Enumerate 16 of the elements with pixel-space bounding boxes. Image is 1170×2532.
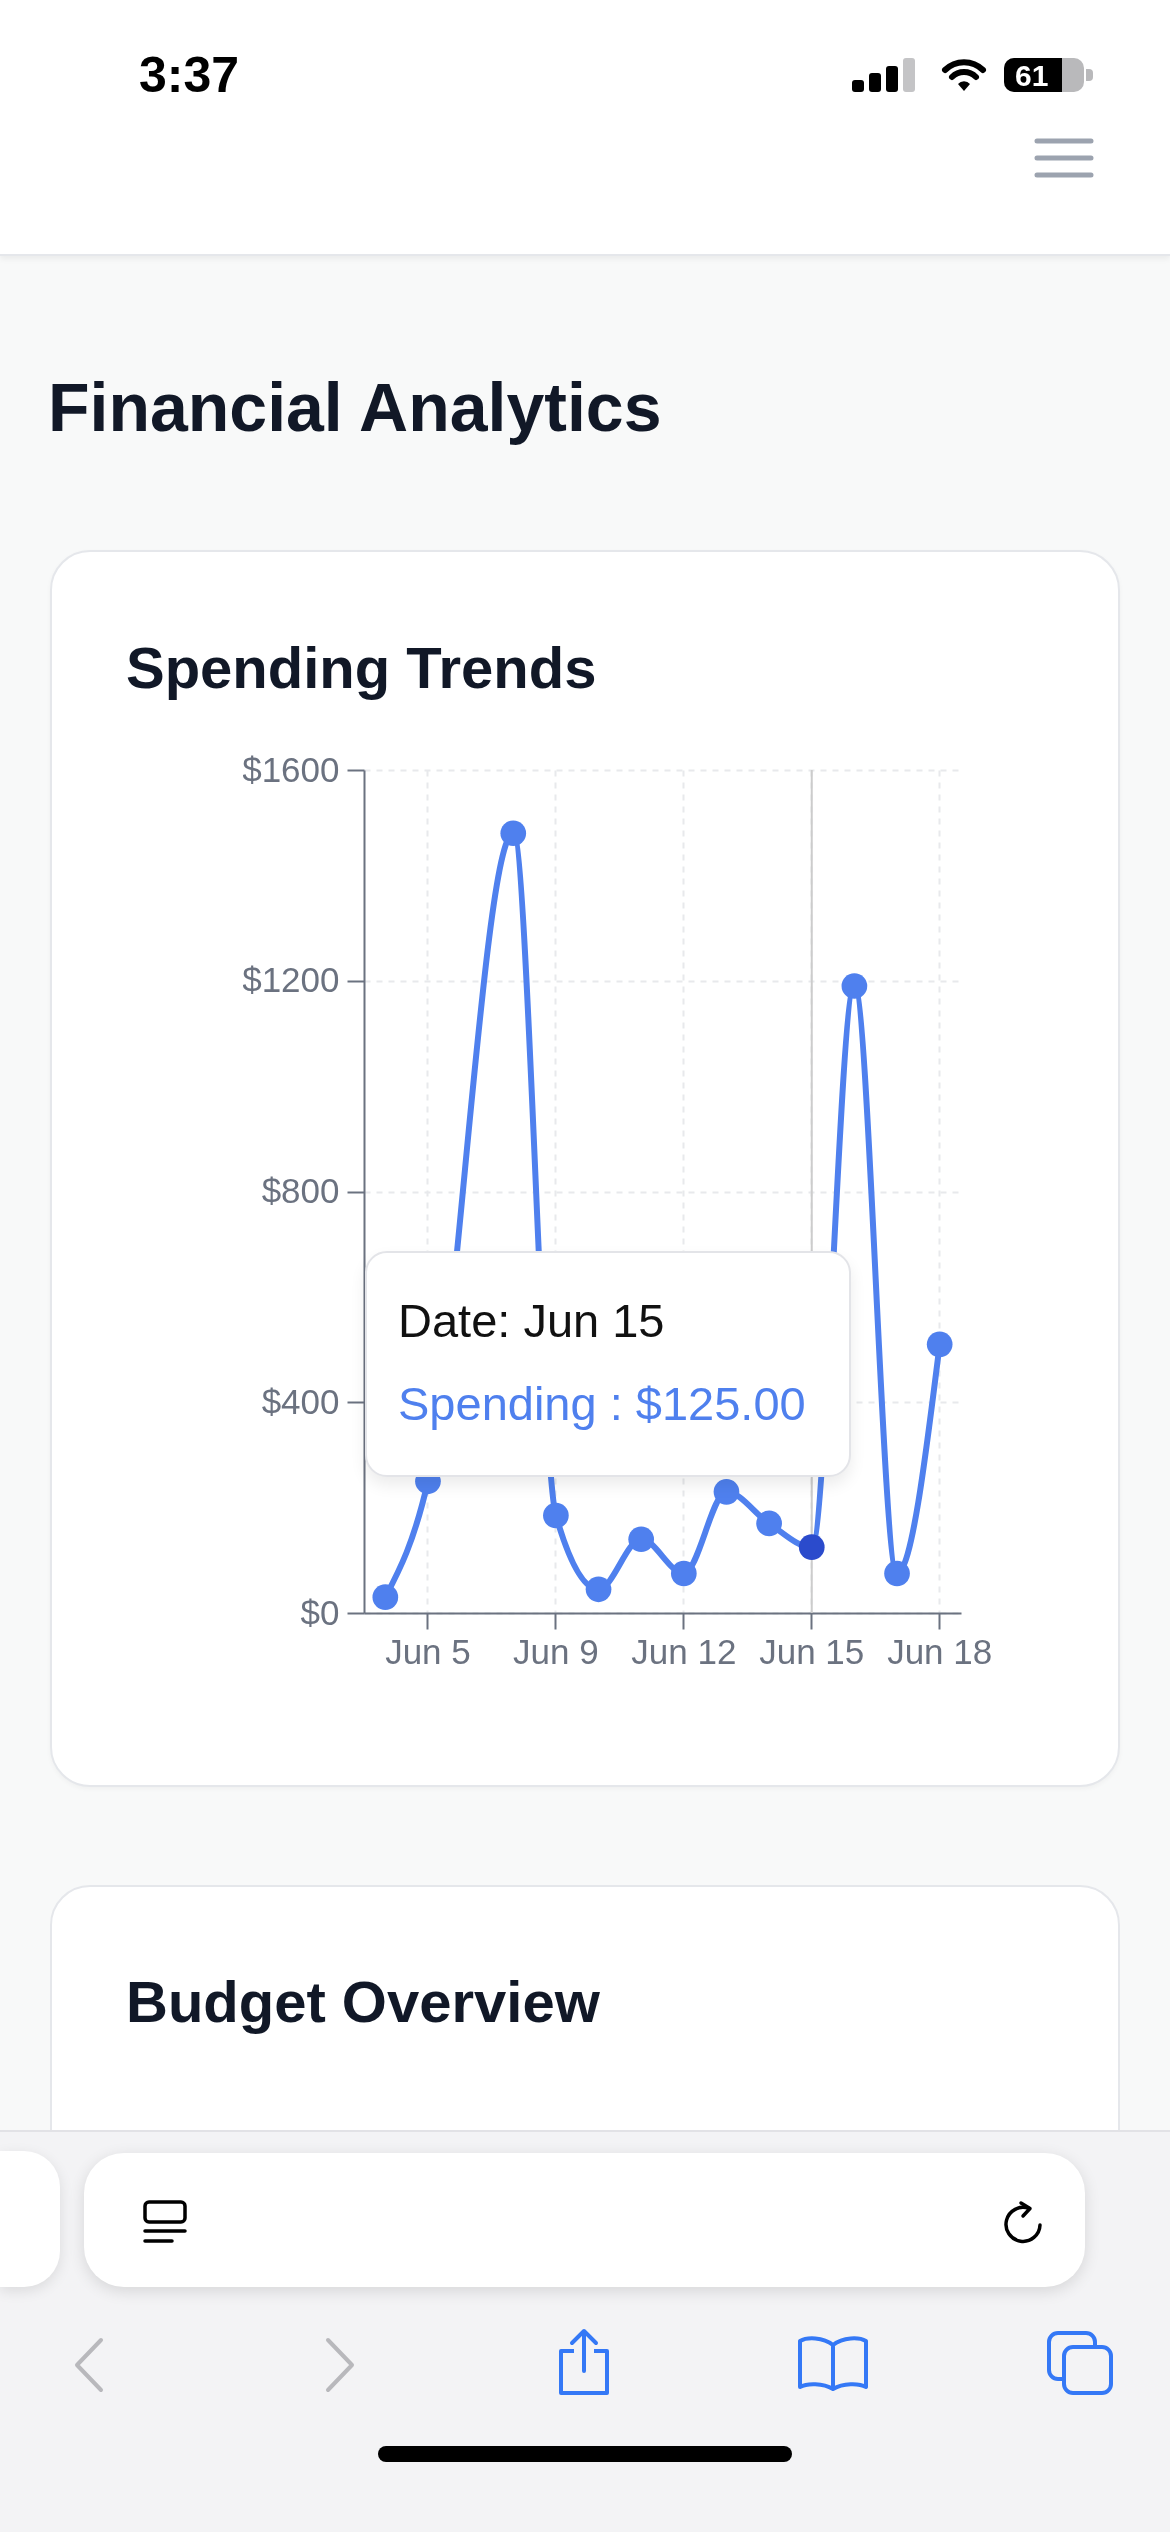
y-tick-label: $1200 (242, 960, 340, 1000)
text: 3:37 (139, 47, 240, 103)
text: Financial Analytics (48, 369, 662, 445)
y-tick-label: $400 (261, 1381, 340, 1421)
annotation: Spending : $125.00 (398, 1377, 806, 1430)
x-tick-label: Jun 9 (513, 1631, 599, 1671)
text: Budget Overview (126, 1969, 600, 2034)
x-tick-label: Jun 15 (759, 1631, 865, 1671)
x-tick-label: Jun 5 (385, 1631, 471, 1671)
y-tick-label: $0 (300, 1592, 340, 1632)
y-tick-label: $1600 (242, 749, 340, 789)
x-tick-label: Jun 12 (631, 1631, 737, 1671)
y-tick-label: $800 (261, 1171, 340, 1210)
annotation: Date: Jun 15 (398, 1294, 665, 1347)
chart-title: Spending Trends (126, 635, 597, 700)
x-tick-label: Jun 18 (887, 1631, 993, 1671)
